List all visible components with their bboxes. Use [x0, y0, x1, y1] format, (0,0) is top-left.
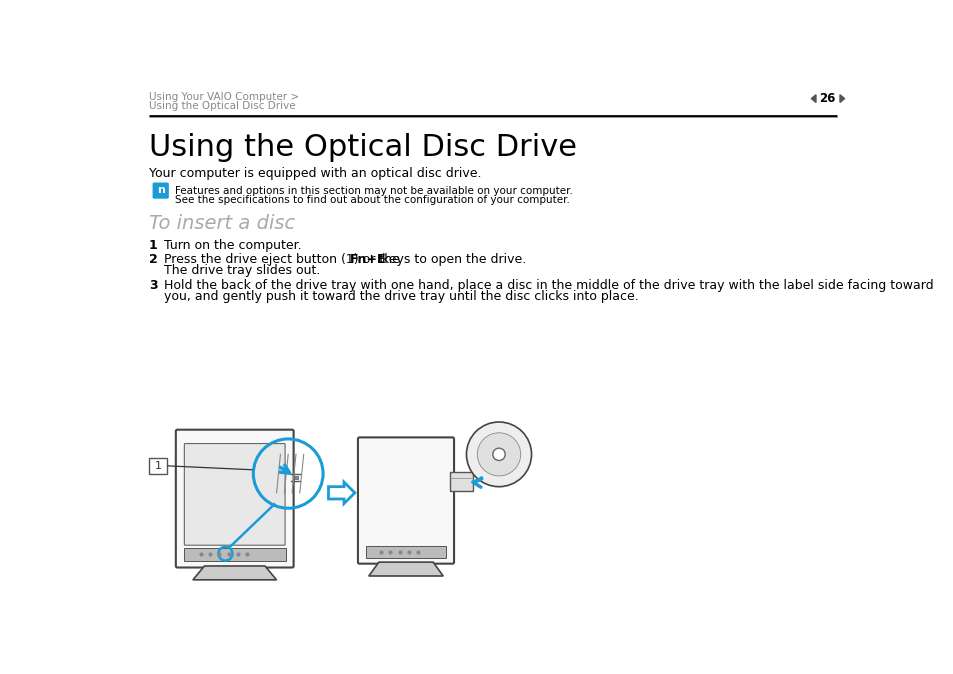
Text: 2: 2	[149, 253, 157, 266]
Text: keys to open the drive.: keys to open the drive.	[378, 253, 526, 266]
Text: The drive tray slides out.: The drive tray slides out.	[164, 264, 320, 277]
Polygon shape	[369, 562, 443, 576]
Bar	[183, 547, 286, 561]
FancyBboxPatch shape	[175, 430, 294, 568]
Text: Using Your VAIO Computer >: Using Your VAIO Computer >	[149, 92, 298, 102]
Polygon shape	[328, 482, 355, 503]
FancyBboxPatch shape	[184, 443, 285, 545]
FancyBboxPatch shape	[149, 458, 167, 474]
Polygon shape	[840, 95, 843, 102]
Text: you, and gently push it toward the drive tray until the disc clicks into place.: you, and gently push it toward the drive…	[164, 290, 639, 303]
Circle shape	[493, 448, 505, 460]
Text: Your computer is equipped with an optical disc drive.: Your computer is equipped with an optica…	[149, 167, 480, 180]
Polygon shape	[193, 566, 276, 580]
Text: Fn+E: Fn+E	[350, 253, 386, 266]
Text: Features and options in this section may not be available on your computer.: Features and options in this section may…	[174, 185, 573, 195]
Text: 1: 1	[154, 461, 161, 471]
Text: 26: 26	[819, 92, 835, 105]
Text: See the specifications to find out about the configuration of your computer.: See the specifications to find out about…	[174, 195, 569, 205]
Text: Using the Optical Disc Drive: Using the Optical Disc Drive	[149, 101, 295, 111]
Text: To insert a disc: To insert a disc	[149, 214, 294, 233]
Text: Press the drive eject button (1) or the: Press the drive eject button (1) or the	[164, 253, 404, 266]
Text: Turn on the computer.: Turn on the computer.	[164, 239, 301, 251]
Text: Hold the back of the drive tray with one hand, place a disc in the middle of the: Hold the back of the drive tray with one…	[164, 279, 933, 292]
Bar	[294, 476, 298, 479]
Circle shape	[466, 422, 531, 487]
FancyBboxPatch shape	[152, 183, 169, 199]
Polygon shape	[810, 95, 815, 102]
Text: 3: 3	[149, 279, 157, 292]
Bar	[365, 546, 446, 558]
Circle shape	[476, 433, 520, 476]
FancyBboxPatch shape	[357, 437, 454, 563]
Text: Using the Optical Disc Drive: Using the Optical Disc Drive	[149, 133, 577, 162]
Bar	[450, 472, 473, 491]
Text: n: n	[157, 185, 165, 195]
Text: 1: 1	[149, 239, 157, 251]
